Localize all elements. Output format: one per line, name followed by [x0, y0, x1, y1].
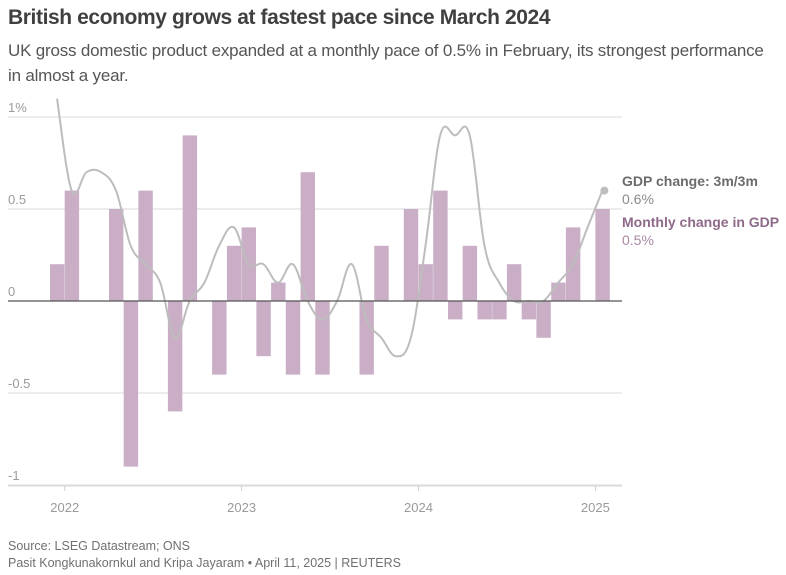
- bar: [448, 301, 463, 320]
- x-tick-label: 2024: [404, 500, 433, 515]
- x-tick-label: 2022: [50, 500, 79, 515]
- bar: [64, 190, 80, 301]
- chart-title: British economy grows at fastest pace si…: [8, 6, 551, 29]
- legend-bar-value: 0.5%: [622, 232, 654, 248]
- credit-line: Pasit Kongkunakornkul and Kripa Jayaram …: [8, 556, 402, 570]
- bar: [551, 282, 566, 301]
- bar: [212, 301, 227, 375]
- bar: [359, 301, 374, 375]
- bar: [50, 264, 65, 301]
- bar-series-monthly-change: [50, 135, 610, 467]
- bar: [595, 209, 610, 301]
- chart-subtitle: UK gross domestic product expanded at a …: [8, 41, 764, 85]
- y-tick-label: 0: [8, 284, 15, 299]
- gdp-chart: 1% 0.5 0 -0.5 -1 2022 2023 2024 2025 GDP change…: [8, 98, 779, 515]
- source-note: Source: LSEG Datastream; ONS: [8, 539, 191, 553]
- y-tick-label: -1: [8, 468, 20, 483]
- y-axis-labels: 1% 0.5 0 -0.5 -1: [8, 100, 30, 483]
- bar: [462, 245, 478, 301]
- legend-bar-name: Monthly change in GDP: [622, 214, 779, 230]
- x-tick-label: 2023: [227, 500, 256, 515]
- bar: [182, 135, 198, 301]
- bar: [285, 301, 301, 375]
- bar: [226, 245, 242, 301]
- bar: [138, 190, 153, 301]
- bar: [123, 301, 139, 467]
- bar: [167, 301, 183, 412]
- x-axis: 2022 2023 2024 2025: [8, 485, 622, 515]
- bar: [403, 209, 419, 301]
- line-series-3m3m: [56, 98, 604, 358]
- bar: [433, 190, 448, 301]
- bar: [315, 301, 330, 375]
- y-tick-label: 0.5: [8, 192, 26, 207]
- bar: [271, 282, 286, 301]
- bar: [374, 245, 389, 301]
- bar: [521, 301, 537, 320]
- bar: [300, 172, 315, 301]
- bar: [477, 301, 492, 320]
- legend-line-name: GDP change: 3m/3m: [622, 173, 758, 189]
- y-tick-label: 1%: [8, 100, 27, 115]
- bar: [492, 301, 507, 320]
- line-end-marker: [600, 186, 609, 195]
- bar: [256, 301, 271, 357]
- bar: [506, 264, 522, 301]
- bar: [109, 209, 124, 301]
- bar: [536, 301, 551, 338]
- x-tick-label: 2025: [581, 500, 610, 515]
- y-tick-label: -0.5: [8, 376, 30, 391]
- footer: Source: LSEG Datastream; ONS Pasit Kongk…: [8, 538, 401, 572]
- legend-line-value: 0.6%: [622, 191, 654, 207]
